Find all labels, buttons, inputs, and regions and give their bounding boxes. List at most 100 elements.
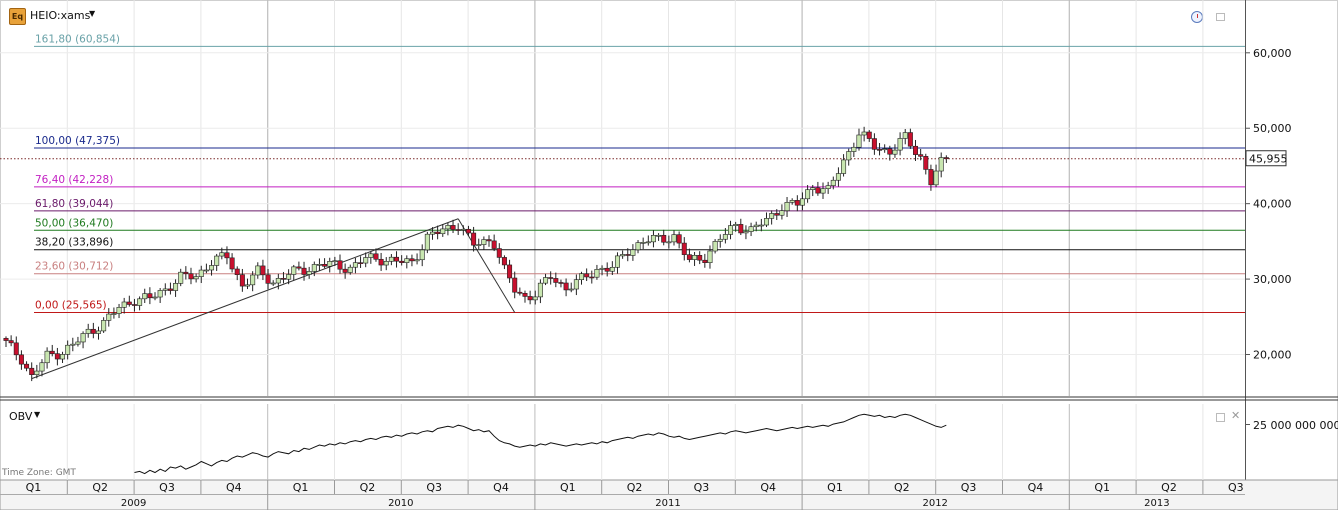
maximize-icon[interactable] <box>1216 13 1225 21</box>
candle-down <box>943 157 949 160</box>
candle-down <box>522 292 528 297</box>
candle-up <box>692 254 698 260</box>
candle-up <box>85 328 91 334</box>
candle-up <box>712 241 718 252</box>
candle-up <box>137 298 143 306</box>
candle-up <box>882 148 888 151</box>
candle-up <box>645 241 651 244</box>
candle-up <box>106 313 112 321</box>
candle-down <box>907 132 913 147</box>
candle-up <box>481 239 487 245</box>
clock-icon[interactable] <box>1191 11 1203 23</box>
candle-down <box>465 228 471 234</box>
candle-up <box>635 242 641 251</box>
candle-up <box>75 341 81 345</box>
y-tick-label: 50,000 <box>1253 122 1292 135</box>
candle-up <box>717 238 723 242</box>
candle-up <box>650 235 656 243</box>
candle-up <box>368 253 374 258</box>
obv-title[interactable]: OBV <box>9 410 33 423</box>
candle-up <box>39 362 45 372</box>
candle-up <box>306 271 312 275</box>
candle-up <box>80 333 86 343</box>
candle-down <box>147 293 153 299</box>
candle-up <box>476 244 482 246</box>
candle-up <box>728 225 734 235</box>
candle-down <box>877 149 883 151</box>
candle-up <box>753 224 759 228</box>
candle-up <box>707 250 713 263</box>
candle-down <box>8 340 14 344</box>
candle-down <box>29 367 35 375</box>
obv-close-icon[interactable]: ✕ <box>1231 409 1241 422</box>
fib-level-label: 100,00 (47,375) <box>35 135 120 147</box>
candle-down <box>563 282 569 291</box>
obv-dropdown-icon[interactable]: ▼ <box>34 410 41 419</box>
chart-header: Eq HEIO:xams ▼ <box>0 0 1245 30</box>
candle-down <box>681 242 687 255</box>
year-label: 2010 <box>388 498 413 509</box>
fib-level-label: 161,80 (60,854) <box>35 33 120 45</box>
quarter-label: Q2 <box>360 481 376 494</box>
candle-up <box>799 198 805 206</box>
quarter-label: Q1 <box>827 481 843 494</box>
candle-down <box>337 260 343 270</box>
candle-down <box>686 254 692 260</box>
candle-down <box>491 240 497 249</box>
candle-down <box>512 277 518 293</box>
candle-down <box>322 264 328 267</box>
candle-up <box>640 242 646 244</box>
candle-up <box>460 228 466 231</box>
candle-up <box>810 187 816 190</box>
candle-down <box>527 296 533 301</box>
quarter-label: Q1 <box>560 481 576 494</box>
y-tick-label: 20,000 <box>1253 349 1292 362</box>
candle-down <box>501 257 507 266</box>
candle-down <box>794 200 800 206</box>
candle-up <box>198 269 204 277</box>
quarter-label: Q2 <box>1161 481 1177 494</box>
y-tick-label: 60,000 <box>1253 47 1292 60</box>
candle-down <box>399 260 405 263</box>
obv-restore-icon[interactable] <box>1216 413 1225 422</box>
candle-up <box>835 173 841 181</box>
candle-up <box>311 264 317 272</box>
obv-line <box>134 413 947 475</box>
candle-up <box>440 228 446 235</box>
candle-up <box>214 255 220 266</box>
obv-tick-label: 25 000 000 000 <box>1253 419 1338 432</box>
candle-up <box>414 259 420 262</box>
candle-up <box>820 188 826 194</box>
symbol-dropdown-icon[interactable]: ▼ <box>89 9 96 18</box>
candle-down <box>296 266 302 269</box>
candle-up <box>779 210 785 216</box>
candle-down <box>702 259 708 263</box>
last-price-box <box>1245 150 1287 167</box>
candle-down <box>866 131 872 139</box>
symbol-label[interactable]: HEIO:xams <box>30 9 91 22</box>
fib-level-label: 0,00 (25,565) <box>35 300 107 312</box>
quarter-label: Q4 <box>760 481 776 494</box>
candle-up <box>193 276 199 280</box>
quarter-label: Q2 <box>627 481 643 494</box>
candle-down <box>517 291 523 294</box>
candle-up <box>861 131 867 136</box>
candle-down <box>265 274 271 284</box>
candle-down <box>342 268 348 273</box>
candle-down <box>455 229 461 231</box>
candle-up <box>152 296 158 299</box>
candle-up <box>933 170 939 186</box>
candle-down <box>167 288 173 291</box>
candle-up <box>630 249 636 256</box>
candle-down <box>589 276 595 279</box>
quarter-label: Q4 <box>493 481 509 494</box>
candle-up <box>219 252 225 257</box>
fib-level-label: 23,60 (30,712) <box>35 261 113 273</box>
candle-up <box>111 313 117 315</box>
candle-down <box>676 234 682 244</box>
candle-up <box>121 301 127 308</box>
candle-up <box>245 284 251 287</box>
candle-up <box>255 265 261 276</box>
timezone-label: Time Zone: GMT <box>2 468 76 478</box>
